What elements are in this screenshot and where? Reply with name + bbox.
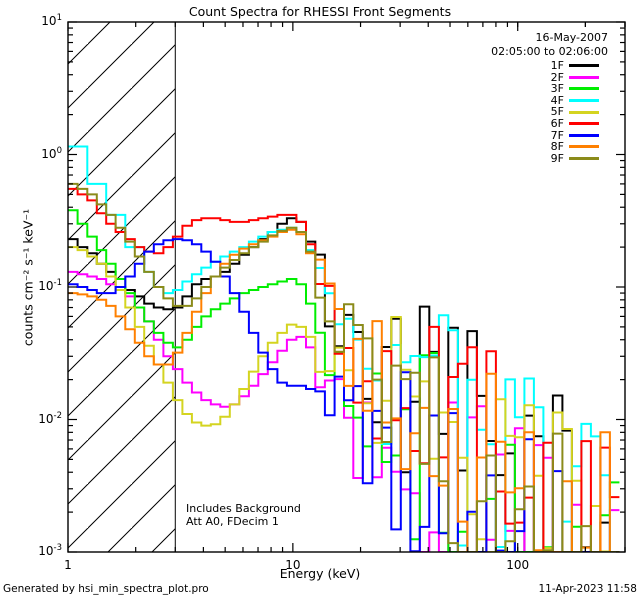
legend-color-swatch xyxy=(569,64,599,68)
legend-color-swatch xyxy=(569,87,599,91)
legend-item: 5F xyxy=(540,106,599,118)
series-group xyxy=(68,145,620,552)
annotation-line-1: Includes Background xyxy=(186,502,301,515)
legend-item: 6F xyxy=(540,118,599,130)
legend-item: 4F xyxy=(540,95,599,107)
legend-item: 7F xyxy=(540,128,599,142)
y-tick-label: 101 xyxy=(41,13,62,28)
plot-annotation: Includes Background Att A0, FDecim 1 xyxy=(186,502,301,528)
legend-color-swatch xyxy=(569,133,599,137)
y-tick-label: 10-2 xyxy=(38,410,62,426)
legend-color-swatch xyxy=(569,110,599,114)
annotation-line-2: Att A0, FDecim 1 xyxy=(186,514,279,528)
legend-label: 8F xyxy=(550,140,564,154)
x-tick-label: 100 xyxy=(506,558,530,572)
observation-time-range: 02:05:00 to 02:06:00 xyxy=(491,44,608,58)
footer-timestamp: 11-Apr-2023 11:58 xyxy=(538,583,637,595)
legend-label: 4F xyxy=(550,93,564,107)
x-tick-label: 10 xyxy=(285,558,301,572)
legend-label: 1F xyxy=(550,59,564,72)
spectrum-line-9f xyxy=(68,182,620,552)
x-axis-label: Energy (keV) xyxy=(279,566,361,581)
legend-label: 3F xyxy=(550,82,564,96)
legend-label: 7F xyxy=(550,128,564,142)
legend-color-swatch xyxy=(569,75,599,79)
observation-header: 16-May-2007 02:05:00 to 02:06:00 xyxy=(0,31,608,58)
legend-label: 5F xyxy=(550,105,564,119)
footer-generator: Generated by hsi_min_spectra_plot.pro xyxy=(3,583,209,595)
legend-item: 1F xyxy=(540,60,599,72)
y-tick-label: 10-1 xyxy=(38,278,62,293)
legend-label: 9F xyxy=(550,151,564,165)
legend-color-swatch xyxy=(569,122,599,126)
legend-item: 8F xyxy=(540,141,599,153)
page-title: Count Spectra for RHESSI Front Segments xyxy=(188,4,452,19)
spectrum-line-3f xyxy=(68,209,620,552)
legend-item: 9F xyxy=(540,153,599,165)
y-tick-label: 100 xyxy=(41,145,62,161)
y-tick-label: 10-3 xyxy=(38,543,62,558)
x-tick-label: 1 xyxy=(64,558,72,572)
legend-color-swatch xyxy=(569,99,599,103)
legend-item: 3F xyxy=(540,83,599,95)
legend-color-swatch xyxy=(569,157,599,161)
legend: 1F 2F 3F 4F 5F 6F 7F 8F 9F xyxy=(540,60,599,164)
legend-item: 2F xyxy=(540,70,599,84)
legend-color-swatch xyxy=(569,145,599,149)
observation-date: 16-May-2007 xyxy=(535,31,608,44)
legend-label: 2F xyxy=(550,70,564,84)
legend-label: 6F xyxy=(550,116,564,130)
